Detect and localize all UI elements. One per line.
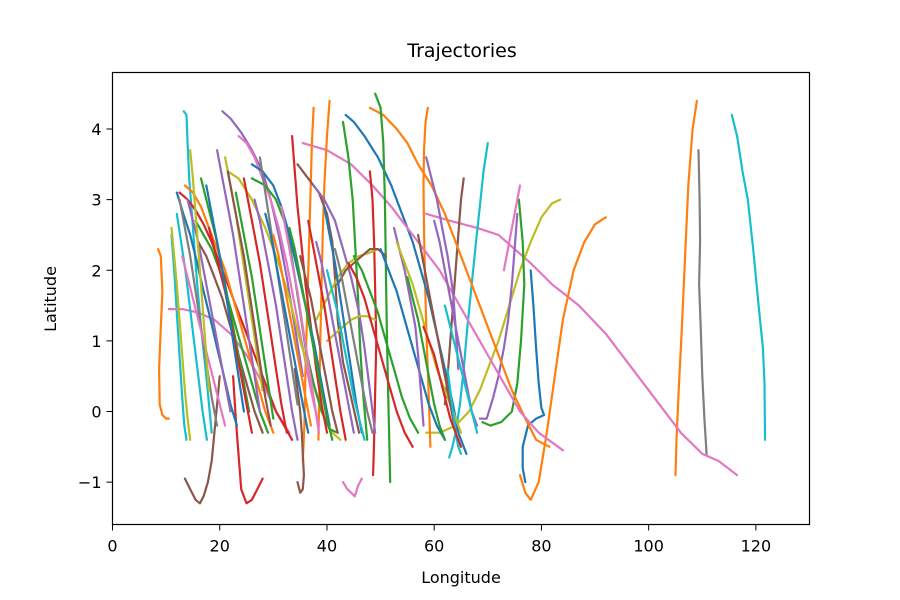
trajectory-line-5 xyxy=(518,216,607,501)
trajectory-line-10 xyxy=(502,184,522,272)
trajectory-line-2 xyxy=(697,149,708,455)
x-axis-title: Longitude xyxy=(421,568,501,587)
trajectory-line-53 xyxy=(175,212,208,441)
trajectory-line-42 xyxy=(379,248,446,441)
trajectory-line-35 xyxy=(250,163,331,427)
x-axis: 0 20 40 60 80 100 120 xyxy=(107,524,772,556)
trajectory-line-27 xyxy=(170,233,188,441)
x-tick-label: 80 xyxy=(531,537,551,556)
trajectory-line-78 xyxy=(406,276,446,441)
trajectory-line-6 xyxy=(521,269,546,484)
trajectory-line-59 xyxy=(205,184,245,413)
trajectory-line-67 xyxy=(264,212,310,434)
trajectory-line-9 xyxy=(478,212,519,420)
trajectory-line-15 xyxy=(368,106,551,448)
trajectory-line-83 xyxy=(422,325,463,448)
trajectory-line-34 xyxy=(291,135,329,434)
trajectory-line-62 xyxy=(226,170,272,427)
trajectory-line-18 xyxy=(374,92,392,484)
trajectory-line-68 xyxy=(272,233,312,427)
x-tick-label: 20 xyxy=(210,537,230,556)
y-tick-label: −1 xyxy=(78,473,102,492)
y-tick-label: 0 xyxy=(91,403,101,422)
plot-frame xyxy=(111,71,811,526)
y-tick-label: 1 xyxy=(91,332,101,351)
y-tick-label: 3 xyxy=(91,191,101,210)
trajectory-line-54 xyxy=(170,226,192,441)
trajectory-line-82 xyxy=(446,368,463,455)
trajectory-line-11 xyxy=(448,142,489,459)
trajectory-line-64 xyxy=(242,177,288,434)
x-tick-label: 60 xyxy=(424,537,444,556)
trajectory-line-22 xyxy=(293,368,305,494)
trajectory-line-65 xyxy=(253,198,299,441)
x-tick-label: 120 xyxy=(741,537,772,556)
trajectory-line-81 xyxy=(443,304,479,434)
x-tick-label: 100 xyxy=(633,537,664,556)
trajectory-line-16 xyxy=(301,142,565,452)
trajectory-line-55 xyxy=(181,255,227,427)
trajectory-line-52 xyxy=(178,198,219,427)
trajectory-line-37 xyxy=(312,184,377,434)
trajectory-line-49 xyxy=(186,198,232,413)
trajectory-line-60 xyxy=(216,149,261,413)
series-group xyxy=(157,92,767,505)
trajectory-line-4 xyxy=(425,212,739,477)
trajectory-line-40 xyxy=(336,248,387,286)
y-axis: −1 0 1 2 3 4 xyxy=(78,120,113,492)
trajectory-line-3 xyxy=(674,99,699,477)
x-tick-label: 40 xyxy=(317,537,337,556)
trajectory-line-69 xyxy=(280,205,320,434)
trajectory-line-12 xyxy=(422,106,432,448)
trajectory-line-70 xyxy=(288,226,334,441)
trajectory-line-8 xyxy=(481,198,526,427)
trajectory-line-23 xyxy=(341,477,363,498)
trajectory-line-1 xyxy=(730,113,767,441)
x-tick-label: 0 xyxy=(107,537,117,556)
y-tick-label: 2 xyxy=(91,261,101,280)
y-axis-title: Latitude xyxy=(41,266,60,332)
trajectory-line-48 xyxy=(183,184,275,434)
trajectory-line-56 xyxy=(189,149,211,392)
trajectory-line-63 xyxy=(234,191,275,420)
chart-title: Trajectories xyxy=(406,40,516,62)
trajectory-line-76 xyxy=(333,248,374,434)
trajectory-line-71 xyxy=(299,255,339,434)
trajectory-line-45 xyxy=(352,255,420,434)
trajectory-line-75 xyxy=(325,269,366,441)
trajectory-line-73 xyxy=(315,240,355,434)
trajectory-line-50 xyxy=(194,219,270,434)
trajectory-line-72 xyxy=(307,219,347,441)
trajectory-line-26 xyxy=(157,248,170,420)
trajectory-line-74 xyxy=(323,205,363,434)
trajectory-line-41 xyxy=(347,262,414,448)
trajectory-line-79 xyxy=(417,233,457,434)
y-tick-label: 4 xyxy=(91,120,101,139)
